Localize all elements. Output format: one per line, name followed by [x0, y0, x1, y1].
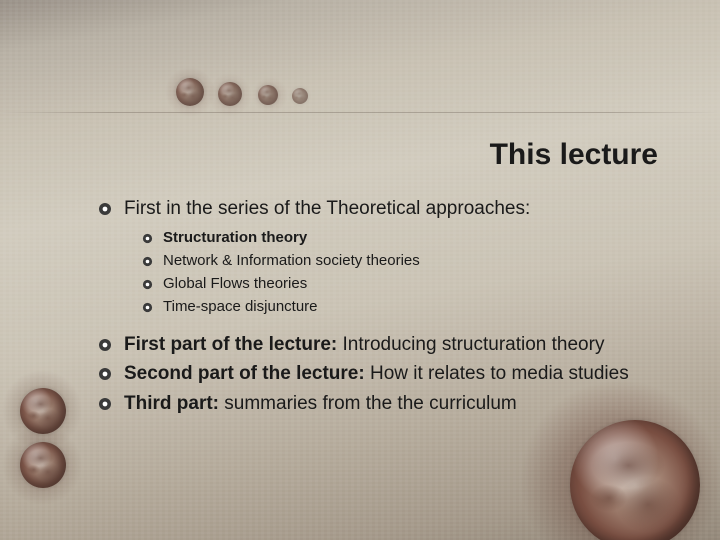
bullet-l1: First in the series of the Theoretical a…	[98, 196, 670, 222]
donut-bullet-icon	[98, 397, 112, 411]
bullet-text: Global Flows theories	[163, 274, 307, 294]
donut-bullet-icon	[98, 202, 112, 216]
bullet-rest: summaries from the the curriculum	[219, 393, 517, 414]
donut-bullet-icon	[98, 367, 112, 381]
bullet-rest: How it relates to media studies	[365, 363, 629, 384]
bullet-l2: Network & Information society theories	[142, 251, 670, 271]
bullet-bold-prefix: Third part:	[124, 393, 219, 414]
globe-decor-s4	[292, 88, 308, 104]
donut-bullet-icon	[142, 279, 153, 290]
bullet-text: Structuration theory	[163, 228, 307, 248]
bullet-text: Network & Information society theories	[163, 251, 420, 271]
bullet-bold-prefix: Second part of the lecture:	[124, 363, 365, 384]
bullet-bold-prefix: First part of the lecture:	[124, 334, 337, 355]
globe-decor-s2	[218, 82, 242, 106]
bullet-l1: First part of the lecture: Introducing s…	[98, 332, 670, 358]
sublist: Structuration theory Network & Informati…	[142, 228, 670, 318]
bullet-l2: Time-space disjuncture	[142, 297, 670, 317]
donut-bullet-icon	[142, 233, 153, 244]
bullet-text: Time-space disjuncture	[163, 297, 318, 317]
bullet-l2: Structuration theory	[142, 228, 670, 248]
slide: This lecture First in the series of the …	[0, 0, 720, 540]
slide-title: This lecture	[490, 138, 658, 172]
bullet-rest: Introducing structuration theory	[337, 334, 604, 355]
bullet-l2: Global Flows theories	[142, 274, 670, 294]
bullet-text: First in the series of the Theoretical a…	[124, 196, 530, 222]
donut-bullet-icon	[142, 256, 153, 267]
globe-decor-big	[570, 420, 700, 540]
globe-decor-s3	[258, 85, 278, 105]
bullet-text: Second part of the lecture: How it relat…	[124, 361, 629, 387]
bullet-text: Third part: summaries from the the curri…	[124, 391, 517, 417]
globe-decor-mid1	[20, 388, 66, 434]
donut-bullet-icon	[142, 302, 153, 313]
bullet-l1: Second part of the lecture: How it relat…	[98, 361, 670, 387]
bullet-l1: Third part: summaries from the the curri…	[98, 391, 670, 417]
globe-decor-s1	[176, 78, 204, 106]
slide-body: First in the series of the Theoretical a…	[98, 196, 670, 421]
bullet-text: First part of the lecture: Introducing s…	[124, 332, 604, 358]
globe-decor-mid2	[20, 442, 66, 488]
donut-bullet-icon	[98, 338, 112, 352]
